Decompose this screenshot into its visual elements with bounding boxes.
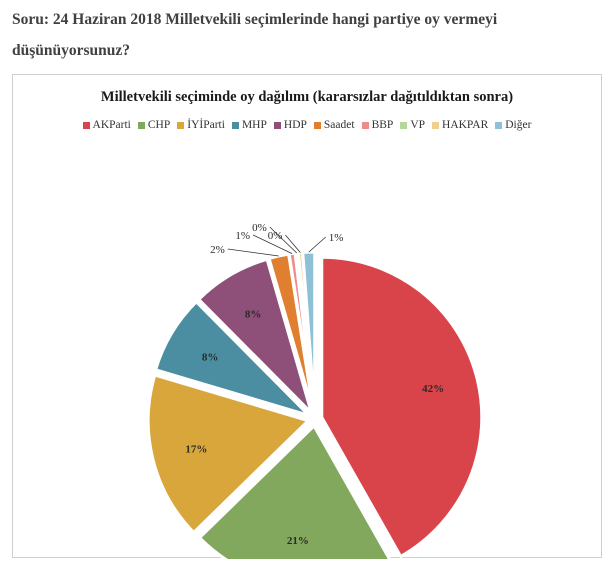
legend-label-diger: Diğer <box>505 119 532 131</box>
legend-label-mhp: MHP <box>241 119 267 131</box>
legend-swatch-mhp <box>231 121 239 129</box>
legend-label-saadet: Saadet <box>323 119 355 131</box>
legend-item-iyiparti: İYİParti <box>177 119 225 131</box>
legend-item-hdp: HDP <box>273 119 307 131</box>
leader-line-vp <box>269 226 298 254</box>
data-label-hakpar: 0% <box>268 230 283 242</box>
pie-slice-iyiparti <box>146 373 310 534</box>
legend-swatch-bbp <box>361 121 369 129</box>
legend-item-bbp: BBP <box>361 119 394 131</box>
leader-line-saadet <box>227 248 279 257</box>
legend-label-iyiparti: İYİParti <box>187 119 225 131</box>
legend-swatch-akparti <box>82 121 90 129</box>
legend-item-chp: CHP <box>137 119 171 131</box>
legend-swatch-saadet <box>313 121 321 129</box>
data-label-saadet: 2% <box>210 244 225 256</box>
legend-label-hdp: HDP <box>283 119 307 131</box>
legend-item-hakpar: HAKPAR <box>432 119 488 131</box>
data-label-bbp: 1% <box>235 230 250 242</box>
legend-item-diger: Diğer <box>495 119 531 131</box>
data-label-chp: 21% <box>287 535 309 547</box>
legend-item-vp: VP <box>400 119 425 131</box>
legend-label-vp: VP <box>410 119 426 131</box>
question-text: Soru: 24 Haziran 2018 Milletvekili seçim… <box>12 4 607 66</box>
leader-line-diger <box>308 236 327 253</box>
chart-title: Milletvekili seçiminde oy dağılımı (kara… <box>100 89 514 105</box>
legend-item-mhp: MHP <box>231 119 267 131</box>
legend-swatch-chp <box>137 121 145 129</box>
pie-slice-diger <box>301 250 317 414</box>
legend-label-akparti: AKParti <box>92 119 131 131</box>
question-line-2: düşünüyorsunuz? <box>12 42 131 59</box>
legend-item-saadet: Saadet <box>313 119 355 131</box>
pie-slice-mhp <box>154 300 311 417</box>
legend-swatch-hdp <box>273 121 281 129</box>
data-label-akparti: 42% <box>422 383 444 395</box>
data-label-vp: 0% <box>252 222 267 234</box>
legend-swatch-iyiparti <box>177 121 185 129</box>
legend-label-chp: CHP <box>147 119 171 131</box>
data-label-hdp: 8% <box>245 309 262 321</box>
chart-frame: Milletvekili seçiminde oy dağılımı (kara… <box>12 74 602 559</box>
legend-label-bbp: BBP <box>371 119 394 131</box>
legend-swatch-diger <box>495 121 503 129</box>
data-label-diger: 1% <box>329 232 344 244</box>
data-label-iyiparti: 17% <box>185 443 207 455</box>
data-label-mhp: 8% <box>202 351 219 363</box>
chart-legend: AKParti CHP İYİParti MHP HDP Saadet BBP VP HAKPA… <box>13 119 601 131</box>
pie-slice-akparti <box>320 255 484 558</box>
pie-chart: 42%21%17%8%8%2%1%0%0% 1% <box>146 222 484 559</box>
leader-line-hakpar <box>285 234 301 253</box>
question-line-1: Soru: 24 Haziran 2018 Milletvekili seçim… <box>12 11 498 28</box>
legend-swatch-vp <box>400 121 408 129</box>
legend-item-akparti: AKParti <box>82 119 131 131</box>
pie-slice-chp <box>198 424 392 559</box>
legend-swatch-hakpar <box>432 121 440 129</box>
pie-slice-hdp <box>197 257 313 415</box>
legend-label-hakpar: HAKPAR <box>442 119 489 131</box>
leader-line-bbp <box>252 234 293 254</box>
